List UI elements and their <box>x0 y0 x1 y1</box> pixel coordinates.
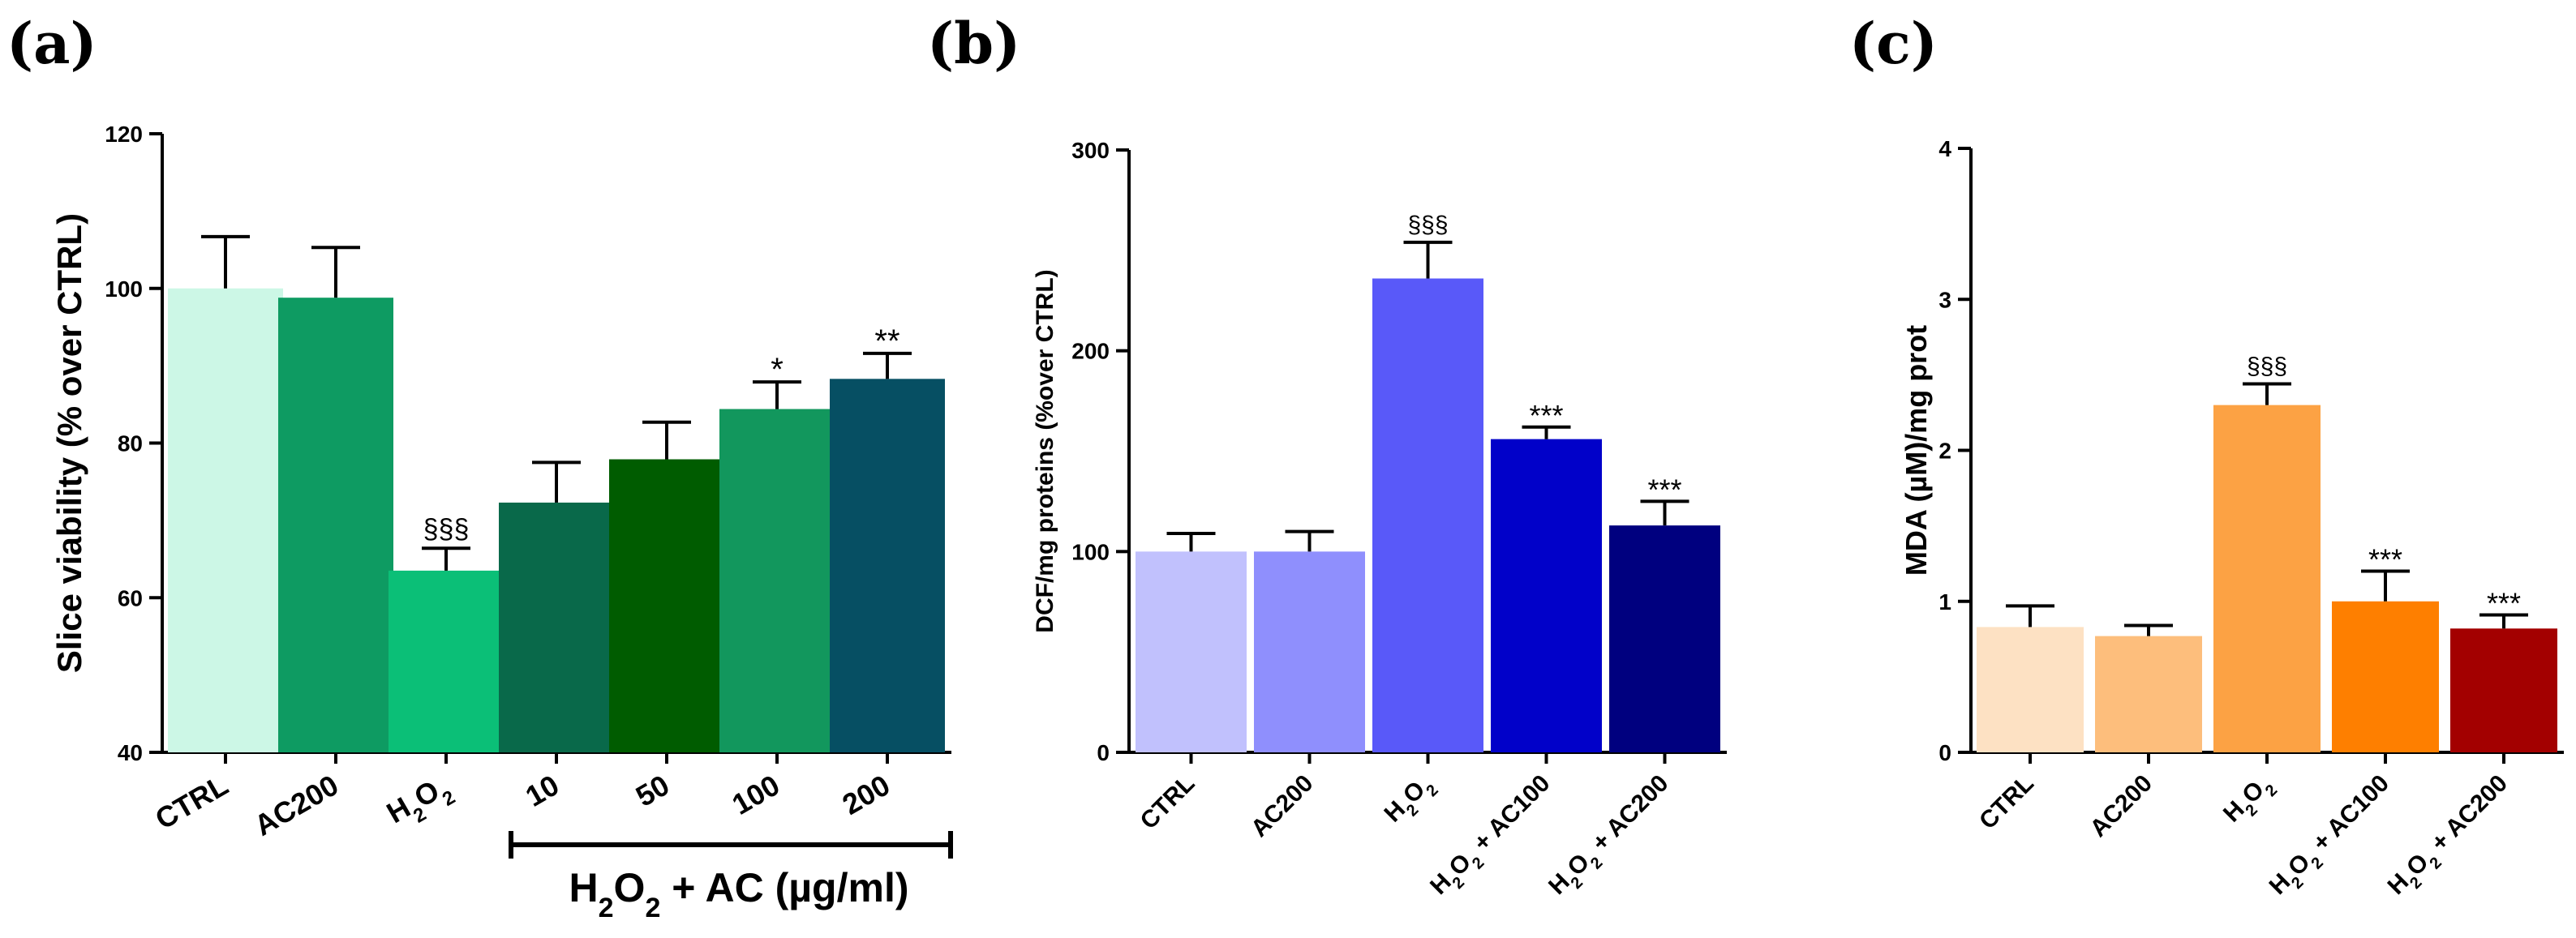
y-tick-label: 0 <box>1097 740 1110 765</box>
bar <box>1491 439 1602 752</box>
significance-label: *** <box>2368 543 2402 576</box>
bar <box>499 502 614 752</box>
bar <box>168 288 283 752</box>
y-tick-label: 300 <box>1071 138 1110 163</box>
bar <box>278 298 393 752</box>
significance-label: §§§ <box>2247 353 2287 380</box>
bar <box>609 459 724 752</box>
significance-label: *** <box>2487 587 2521 620</box>
category-label: AC200 <box>248 768 344 842</box>
significance-label: * <box>771 352 784 388</box>
category-label: H2O2 + AC100 <box>2265 770 2400 906</box>
category-label: CTRL <box>149 768 234 835</box>
panel-b-label: (b) <box>927 10 1020 77</box>
y-axis-title: MDA (µM)/mg prot <box>1900 325 1933 576</box>
y-tick-label: 1 <box>1938 589 1951 615</box>
category-label: H2O2 + AC200 <box>1543 770 1679 906</box>
category-label: 10 <box>520 768 565 813</box>
significance-label: §§§ <box>423 514 470 545</box>
bar <box>2213 405 2321 752</box>
category-label: 200 <box>836 768 895 821</box>
panel-a-label: (a) <box>6 10 97 77</box>
y-axis-title: DCF/mg proteins (%over CTRL) <box>1032 269 1058 632</box>
panel-b: (b) 0 100 200 300 DCF/mg proteins (%over CTR… <box>927 10 1727 906</box>
y-tick-label: 200 <box>1071 339 1110 364</box>
y-axis-title: Slice viability (% over CTRL) <box>50 213 88 673</box>
y-tick-label: 3 <box>1938 287 1951 312</box>
category-label: H2O2 + AC200 <box>2383 770 2518 906</box>
category-label: CTRL <box>1136 770 1200 835</box>
significance-label: *** <box>1647 473 1681 506</box>
bar <box>1977 627 2084 752</box>
y-tick-label: 80 <box>118 431 143 456</box>
bar <box>1136 551 1247 752</box>
bar <box>1372 278 1483 752</box>
category-label: AC200 <box>1246 770 1318 842</box>
y-tick-label: 120 <box>105 122 143 147</box>
bar <box>719 409 835 752</box>
group-label: H2O2 + AC (µg/ml) <box>569 865 909 923</box>
y-tick-label: 100 <box>1071 539 1110 564</box>
category-label: AC200 <box>2085 770 2157 842</box>
category-label: CTRL <box>1974 770 2039 835</box>
bar <box>389 570 504 752</box>
bar <box>1254 551 1365 752</box>
y-tick-label: 40 <box>118 740 143 765</box>
panel-c-label: (c) <box>1849 10 1938 77</box>
category-label: H2O2 <box>2218 770 2281 833</box>
category-label: H2O2 <box>381 768 459 837</box>
category-label: H2O2 + AC100 <box>1425 770 1561 906</box>
y-tick-label: 60 <box>118 585 143 610</box>
y-tick-label: 100 <box>105 276 143 302</box>
category-label: H2O2 <box>1380 770 1442 833</box>
significance-label: §§§ <box>1407 212 1448 238</box>
significance-label: *** <box>1529 399 1563 432</box>
significance-label: ** <box>874 323 899 359</box>
bar <box>1609 525 1720 752</box>
category-label: 50 <box>630 768 675 813</box>
panel-a: (a) 40 60 80 100 120 Slice viability (% over … <box>6 10 953 923</box>
bar <box>2095 636 2202 752</box>
panel-c: (c) 0 1 2 3 4 MDA (µM)/mg prot CTRL AC200 §§§ H2O… <box>1849 10 2564 906</box>
y-tick-label: 2 <box>1938 439 1951 464</box>
bar <box>2332 601 2439 752</box>
category-label: 100 <box>726 768 785 821</box>
bar <box>830 379 945 752</box>
y-tick-label: 0 <box>1938 740 1951 765</box>
bar <box>2450 628 2557 752</box>
y-tick-label: 4 <box>1938 136 1951 161</box>
